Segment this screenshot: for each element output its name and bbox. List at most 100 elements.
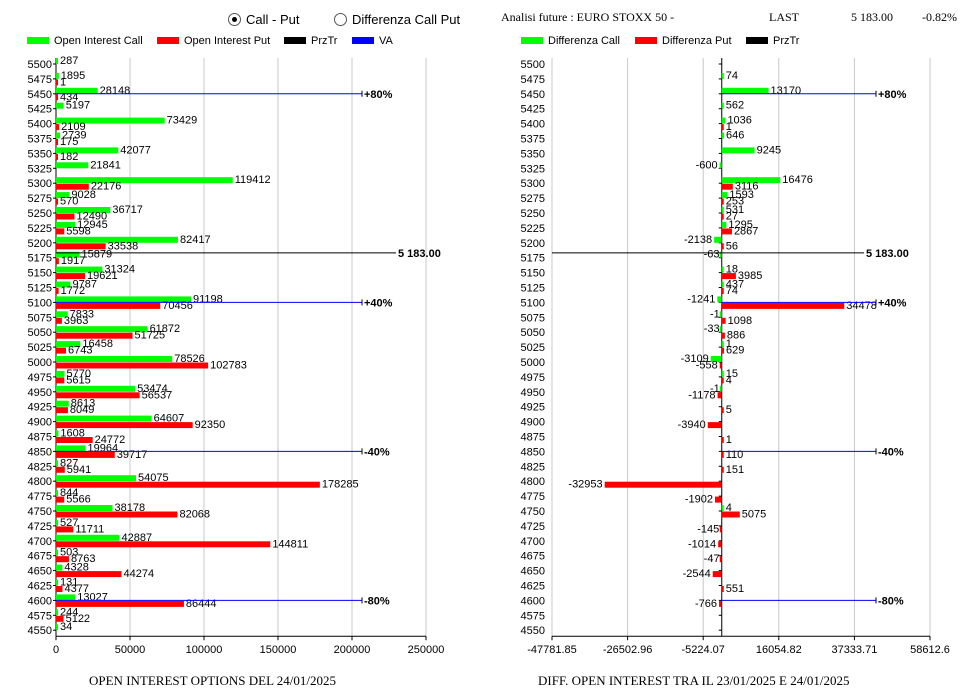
call-value-label: -600 — [696, 159, 718, 171]
call-value-label: 1036 — [727, 115, 751, 127]
put-value-label: 22176 — [91, 181, 122, 193]
strike-label: 5375 — [28, 134, 52, 146]
radio-call-put-label[interactable]: Call - Put — [246, 12, 300, 27]
strike-label: 4825 — [28, 461, 52, 473]
radio-call-put[interactable] — [228, 13, 241, 26]
put-value-label: 11711 — [75, 523, 104, 535]
call-bar — [719, 326, 722, 333]
put-bar — [56, 198, 58, 205]
put-value-label: 1 — [726, 121, 732, 133]
radio-differenza[interactable] — [334, 13, 347, 26]
put-value-label: -145 — [697, 523, 719, 535]
put-value-label: 102783 — [210, 360, 247, 372]
call-value-label: 15 — [726, 368, 738, 380]
x-tick-label: 150000 — [260, 644, 297, 656]
legend-przt: PrzTr — [311, 35, 338, 47]
put-value-label: 629 — [726, 345, 744, 357]
call-value-label: 42887 — [121, 532, 152, 544]
strike-label: 4825 — [521, 461, 545, 473]
strike-label: 4725 — [521, 521, 545, 533]
put-bar — [721, 407, 724, 414]
call-bar — [56, 549, 58, 556]
call-bar — [721, 207, 724, 213]
put-value-label: 5 — [726, 404, 732, 416]
put-bar — [56, 422, 193, 429]
call-bar — [721, 147, 755, 154]
call-bar — [56, 192, 70, 199]
put-bar — [712, 571, 722, 578]
call-bar — [719, 311, 722, 318]
strike-label: 4875 — [521, 432, 545, 444]
put-bar — [719, 362, 722, 369]
strike-label: 5050 — [28, 327, 52, 339]
strike-label: 4900 — [521, 417, 545, 429]
put-bar — [721, 451, 724, 458]
put-bar — [721, 347, 724, 354]
put-bar — [715, 496, 722, 503]
call-value-label: 64607 — [154, 413, 185, 425]
call-bar — [56, 132, 61, 139]
strike-label: 4575 — [521, 610, 545, 622]
strike-label: 4950 — [521, 387, 545, 399]
call-bar — [721, 281, 724, 288]
call-value-label: 527 — [60, 517, 78, 529]
strike-label: 4700 — [521, 536, 545, 548]
legend-swatch-diff-put — [635, 37, 657, 44]
put-bar — [56, 302, 161, 309]
put-value-label: -3940 — [678, 419, 706, 431]
strike-label: 4650 — [521, 566, 545, 578]
put-bar — [718, 541, 722, 548]
call-bar — [56, 594, 76, 601]
put-value-label: 5598 — [66, 225, 90, 237]
call-bar — [56, 147, 119, 154]
strike-label: 4750 — [28, 506, 52, 518]
strike-label: 5025 — [521, 342, 545, 354]
radio-differenza-label[interactable]: Differenza Call Put — [352, 12, 461, 27]
call-value-label: 5770 — [67, 368, 91, 380]
call-value-label: 38178 — [115, 502, 146, 514]
x-tick-label: -26502.96 — [603, 644, 653, 656]
put-bar — [56, 556, 69, 563]
call-bar — [56, 177, 233, 184]
call-value-label: 1895 — [61, 70, 85, 82]
diff-open-interest-chart: -47781.85 -26502.96 -5224.07 16054.82 37333.… — [521, 58, 950, 656]
strike-label: 5125 — [28, 283, 52, 295]
strike-label: 4975 — [521, 372, 545, 384]
call-bar — [721, 341, 724, 348]
call-bar — [56, 609, 58, 616]
put-bar — [56, 362, 209, 369]
call-bar — [56, 564, 63, 571]
x-tick-label: 58612.6 — [910, 644, 950, 656]
put-value-label: 4 — [726, 374, 732, 386]
strike-label: 5475 — [521, 74, 545, 86]
call-bar — [56, 87, 98, 94]
strike-label: 5225 — [521, 223, 545, 235]
call-value-label: 15879 — [82, 249, 113, 261]
legend-swatch-diff-call — [521, 37, 543, 44]
put-value-label: 3116 — [735, 181, 759, 193]
put-value-label: 4377 — [64, 583, 88, 595]
put-bar — [719, 600, 722, 607]
put-value-label: 551 — [726, 583, 744, 595]
put-bar — [56, 332, 133, 339]
call-value-label: -33 — [704, 323, 720, 335]
put-bar — [721, 377, 724, 384]
strike-label: 5225 — [28, 223, 52, 235]
level-label: +80% — [364, 89, 393, 101]
put-value-label: 151 — [726, 464, 744, 476]
strike-label: 4625 — [521, 581, 545, 593]
put-bar — [56, 228, 65, 235]
put-value-label: 1917 — [61, 255, 85, 267]
put-bar — [56, 243, 106, 250]
put-bar — [56, 79, 58, 86]
call-bar — [721, 192, 728, 199]
call-value-label: 287 — [60, 55, 78, 67]
call-value-label: 73429 — [167, 115, 198, 127]
strike-label: 4700 — [28, 536, 52, 548]
call-bar — [721, 102, 724, 109]
call-value-label: 16458 — [82, 338, 113, 350]
legend-swatch-przt-right — [746, 37, 768, 44]
put-bar — [56, 139, 58, 145]
call-value-label: -1 — [710, 383, 720, 395]
put-value-label: -1014 — [688, 538, 716, 550]
